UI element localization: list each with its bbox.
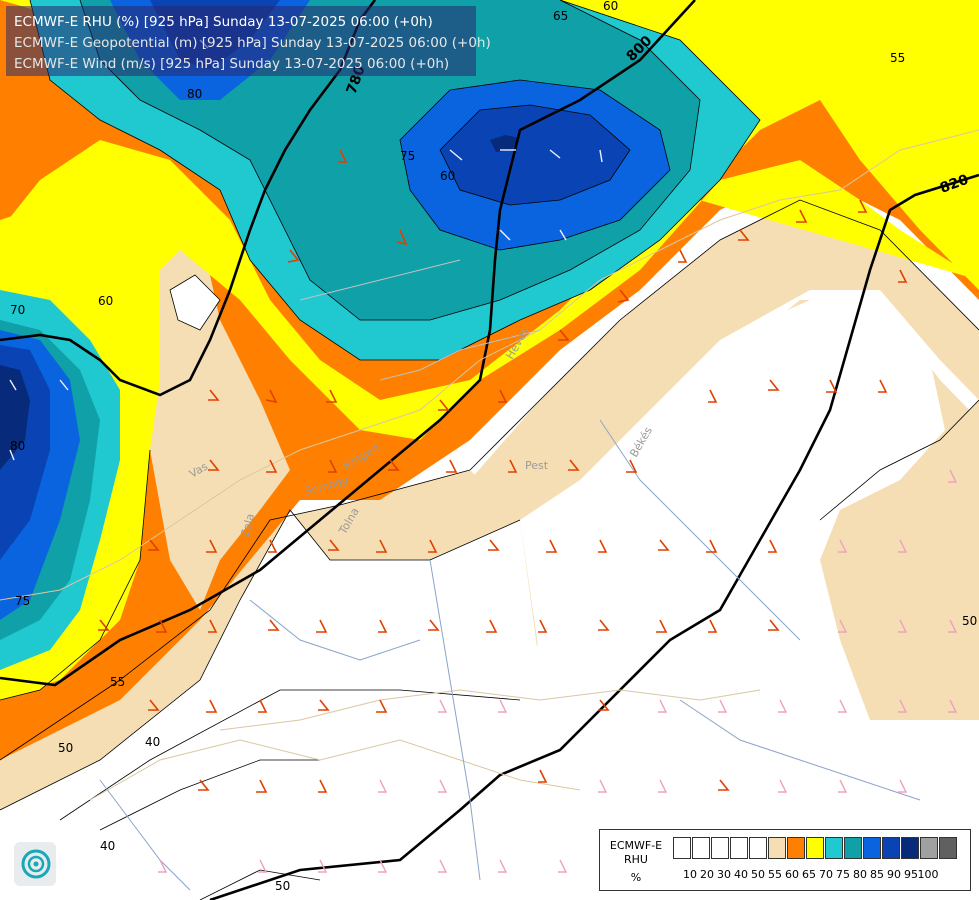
header-geopotential-title: ECMWF-E Geopotential (m) [925 hPa] Sunda… [14,35,491,51]
rhu-label-75b: 75 [15,594,30,608]
wind-barbs-pink [158,469,958,873]
geopotential-780 [0,0,696,687]
rivers-and-borders [0,129,979,891]
rhu-label-55b: 55 [110,675,125,689]
rhu-band-90-west [0,365,30,470]
legend-tick-label: 30 [717,868,731,881]
rhu-label-50b: 50 [275,879,290,893]
legend-tick-label: 55 [768,868,782,881]
legend-tick-label: 10 [683,868,697,881]
ecmwf-swirl-logo-icon [21,849,51,879]
rhu-label-60: 60 [603,0,618,13]
place-label-pest: Pest [525,459,549,472]
rhu-label-80: 80 [187,87,202,101]
geopotential-800 [0,0,377,397]
legend-tick-label: 75 [836,868,850,881]
legend-swatches [673,837,958,859]
legend-swatch [730,837,748,859]
rhu-label-50c: 50 [962,614,977,628]
rhu-label-55: 55 [890,51,905,65]
legend-swatch [901,837,919,859]
rhu-band-90 [490,135,520,152]
legend-swatch [711,837,729,859]
legend-title: ECMWF-E RHU [602,839,670,867]
legend-tick-label: 65 [802,868,816,881]
wind-barbs-red [98,149,908,793]
rhu-white-patch [169,274,221,331]
rhu-tan-west [130,220,290,610]
map-header: ECMWF-E RHU (%) [925 hPa] Sunday 13-07-2… [6,6,491,76]
rhu-label-65: 65 [553,9,568,23]
legend-tick-label: 80 [853,868,867,881]
legend-swatch [863,837,881,859]
legend-title-variable: RHU [624,853,648,866]
legend-tick-label: 20 [700,868,714,881]
rhu-label-75: 75 [400,149,415,163]
legend-tick-label: 100 [917,868,939,881]
legend-tick-label: 50 [751,868,765,881]
legend-ticks: 10 20 30 40 50 55 60 65 70 75 80 85 90 95 100 [673,868,973,882]
rhu-band-85 [440,105,630,205]
geopotential-820 [209,173,979,900]
legend-swatch [749,837,767,859]
legend-swatch [692,837,710,859]
legend-swatch [844,837,862,859]
rhu-tan-inner [470,200,979,520]
rhu-label-70: 70 [10,303,25,317]
legend-swatch [882,837,900,859]
rhu-white-east [520,290,979,900]
header-wind-title: ECMWF-E Wind (m/s) [925 hPa] Sunday 13-0… [14,56,450,72]
legend-swatch [768,837,786,859]
header-rhu-title: ECMWF-E RHU (%) [925 hPa] Sunday 13-07-2… [14,14,433,30]
legend-tick-label: 40 [734,868,748,881]
rhu-label-40b: 40 [100,839,115,853]
legend-tick-label: 85 [870,868,884,881]
rhu-legend: ECMWF-E RHU % 10 20 30 40 50 55 60 65 70 75 80 85 90… [599,829,971,891]
ecmwf-logo [14,842,56,886]
legend-title-model: ECMWF-E [609,839,663,852]
legend-swatch [806,837,824,859]
place-label-zala: Zala [238,512,257,539]
rhu-band-tan-east [820,400,979,720]
rhu-label-40: 40 [145,735,160,749]
rhu-label-60c: 60 [440,169,455,183]
legend-tick-label: 95 [904,868,918,881]
legend-swatch [939,837,957,859]
legend-tick-label: 70 [819,868,833,881]
legend-swatch [825,837,843,859]
legend-swatch [673,837,691,859]
rhu-label-60b: 60 [98,294,113,308]
rhu-label-50: 50 [58,741,73,755]
rhu-white-south [0,510,560,900]
legend-swatch [920,837,938,859]
legend-tick-label: 90 [887,868,901,881]
legend-tick-label: 60 [785,868,799,881]
legend-unit: % [630,871,642,884]
legend-swatch [787,837,805,859]
rhu-label-80b: 80 [10,439,25,453]
